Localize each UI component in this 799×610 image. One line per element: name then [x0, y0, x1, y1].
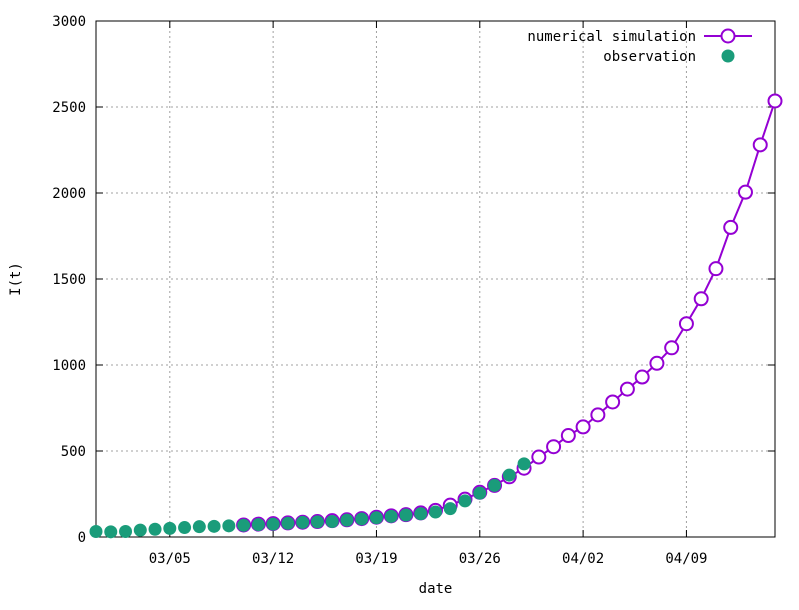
simulation-point — [649, 355, 665, 371]
observation-point — [443, 502, 457, 516]
legend-label-numerical-simulation: numerical simulation — [527, 29, 696, 45]
simulation-point — [664, 340, 680, 356]
legend-label-observation: observation — [603, 49, 696, 65]
x-tick-label: 03/19 — [355, 551, 397, 567]
observation-point — [207, 519, 221, 533]
observation-point — [414, 507, 428, 521]
observation-point — [89, 524, 103, 538]
legend: numerical simulation observation — [527, 28, 752, 65]
y-tick-label: 3000 — [52, 14, 86, 30]
simulation-point — [752, 137, 768, 153]
observation-point — [266, 517, 280, 531]
simulation-point — [619, 381, 635, 397]
simulation-point — [678, 316, 694, 332]
x-tick-label: 04/02 — [562, 551, 604, 567]
simulation-point — [546, 439, 562, 455]
observation-point — [163, 521, 177, 535]
simulation-point — [605, 394, 621, 410]
observation-point — [296, 515, 310, 529]
observation-point — [384, 509, 398, 523]
legend-marker-observation — [721, 49, 735, 63]
observation-point — [369, 511, 383, 525]
simulation-point — [590, 407, 606, 423]
simulation-point — [767, 93, 783, 109]
observation-point — [281, 516, 295, 530]
observation-point — [104, 525, 118, 539]
y-tick-label: 1500 — [52, 272, 86, 288]
simulation-point — [531, 449, 547, 465]
observation-point — [133, 523, 147, 537]
observation-point — [473, 486, 487, 500]
observation-point — [178, 521, 192, 535]
observation-point — [399, 508, 413, 522]
observation-point — [502, 468, 516, 482]
observation-point — [222, 519, 236, 533]
axis-ticks: 0 500 1000 1500 2000 2500 3000 03/05 03/12 03/19 0… — [52, 14, 775, 567]
observation-point — [340, 513, 354, 527]
observation-point — [488, 478, 502, 492]
observation-series — [89, 457, 531, 539]
simulation-point — [634, 369, 650, 385]
x-tick-label: 04/09 — [665, 551, 707, 567]
observation-point — [325, 515, 339, 529]
simulation-point — [560, 428, 576, 444]
observation-point — [192, 520, 206, 534]
y-tick-label: 2500 — [52, 100, 86, 116]
observation-point — [310, 515, 324, 529]
simulation-point — [737, 184, 753, 200]
observation-point — [237, 518, 251, 532]
observation-point — [355, 512, 369, 526]
y-tick-label: 500 — [61, 444, 86, 460]
simulation-point — [575, 419, 591, 435]
simulation-point — [693, 291, 709, 307]
observation-point — [119, 524, 133, 538]
y-axis-title: I(t) — [8, 262, 24, 296]
y-tick-label: 0 — [78, 530, 86, 546]
x-tick-label: 03/05 — [149, 551, 191, 567]
observation-point — [148, 522, 162, 536]
observation-point — [458, 494, 472, 508]
x-axis-title: date — [419, 581, 453, 597]
observation-point — [517, 457, 531, 471]
x-tick-label: 03/12 — [252, 551, 294, 567]
observation-point — [251, 518, 265, 532]
simulation-point — [708, 261, 724, 277]
observation-point — [429, 505, 442, 519]
simulation-point — [723, 219, 739, 235]
x-tick-label: 03/26 — [459, 551, 501, 567]
y-tick-label: 2000 — [52, 186, 86, 202]
y-tick-label: 1000 — [52, 358, 86, 374]
legend-marker-numerical-simulation — [720, 28, 736, 44]
